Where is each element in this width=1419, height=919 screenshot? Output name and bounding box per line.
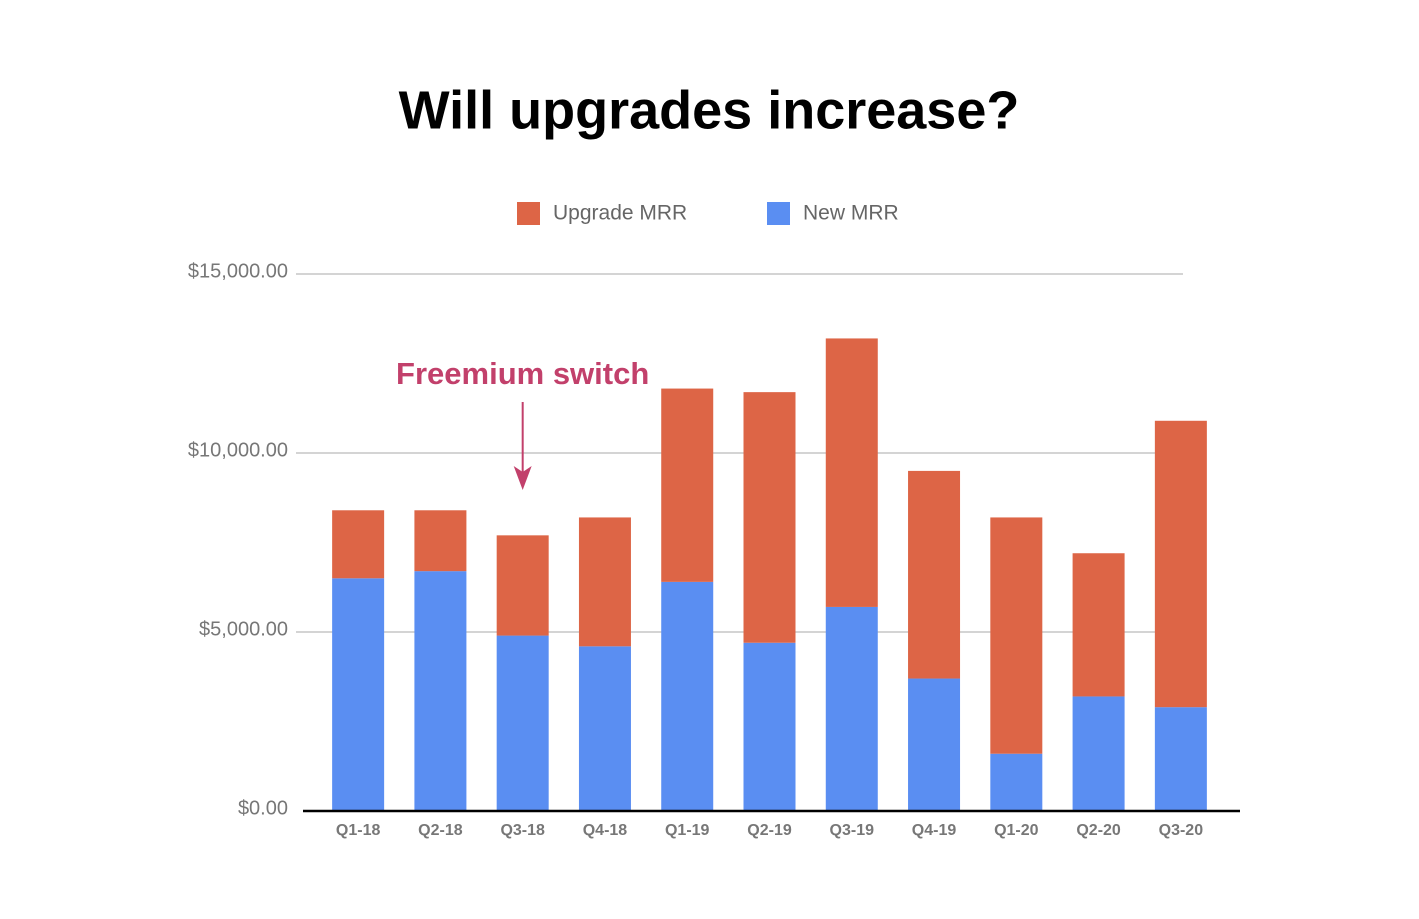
y-tick-label: $10,000.00	[188, 439, 288, 461]
x-tick-label: Q3-18	[500, 822, 545, 839]
bar-segment	[661, 581, 714, 811]
bar-segment	[496, 635, 549, 811]
bar-segment	[496, 535, 549, 636]
y-tick-label: $15,000.00	[188, 260, 288, 282]
bar-segment	[332, 510, 385, 579]
bar-segment	[825, 606, 878, 811]
bar-segment	[578, 517, 631, 647]
bar-segment	[743, 392, 796, 643]
bar-segment	[414, 510, 467, 572]
bar-segment	[1072, 696, 1125, 811]
bar-segment	[908, 678, 961, 811]
legend-label: New MRR	[803, 202, 899, 225]
y-tick-label: $5,000.00	[199, 618, 288, 640]
x-tick-label: Q1-19	[665, 822, 710, 839]
annotation-arrowhead	[513, 466, 532, 490]
bar-segment	[578, 646, 631, 811]
x-tick-label: Q4-19	[912, 822, 957, 839]
legend-swatch	[767, 202, 790, 225]
bar-segment	[1154, 707, 1207, 811]
bar-segment	[1154, 420, 1207, 708]
x-tick-label: Q4-18	[583, 822, 628, 839]
bar-segment	[908, 470, 961, 679]
bar-segment	[661, 388, 714, 582]
x-tick-label: Q1-18	[336, 822, 381, 839]
bar-segment	[990, 517, 1043, 754]
x-tick-label: Q2-20	[1076, 822, 1121, 839]
bar-segment	[332, 578, 385, 811]
y-tick-label: $0.00	[238, 797, 288, 819]
x-tick-label: Q3-20	[1159, 822, 1204, 839]
x-tick-label: Q2-19	[747, 822, 792, 839]
x-tick-label: Q1-20	[994, 822, 1039, 839]
bar-segment	[743, 642, 796, 811]
x-tick-label: Q3-19	[830, 822, 875, 839]
bar-segment	[1072, 553, 1125, 697]
annotation: Freemium switch	[396, 356, 649, 391]
bar-segment	[825, 338, 878, 607]
bar-segment	[414, 571, 467, 811]
legend-label: Upgrade MRR	[553, 202, 687, 225]
chart-title: Will upgrades increase?	[399, 80, 1020, 140]
bar-segment	[990, 753, 1043, 811]
x-tick-label: Q2-18	[418, 822, 463, 839]
legend-swatch	[517, 202, 540, 225]
